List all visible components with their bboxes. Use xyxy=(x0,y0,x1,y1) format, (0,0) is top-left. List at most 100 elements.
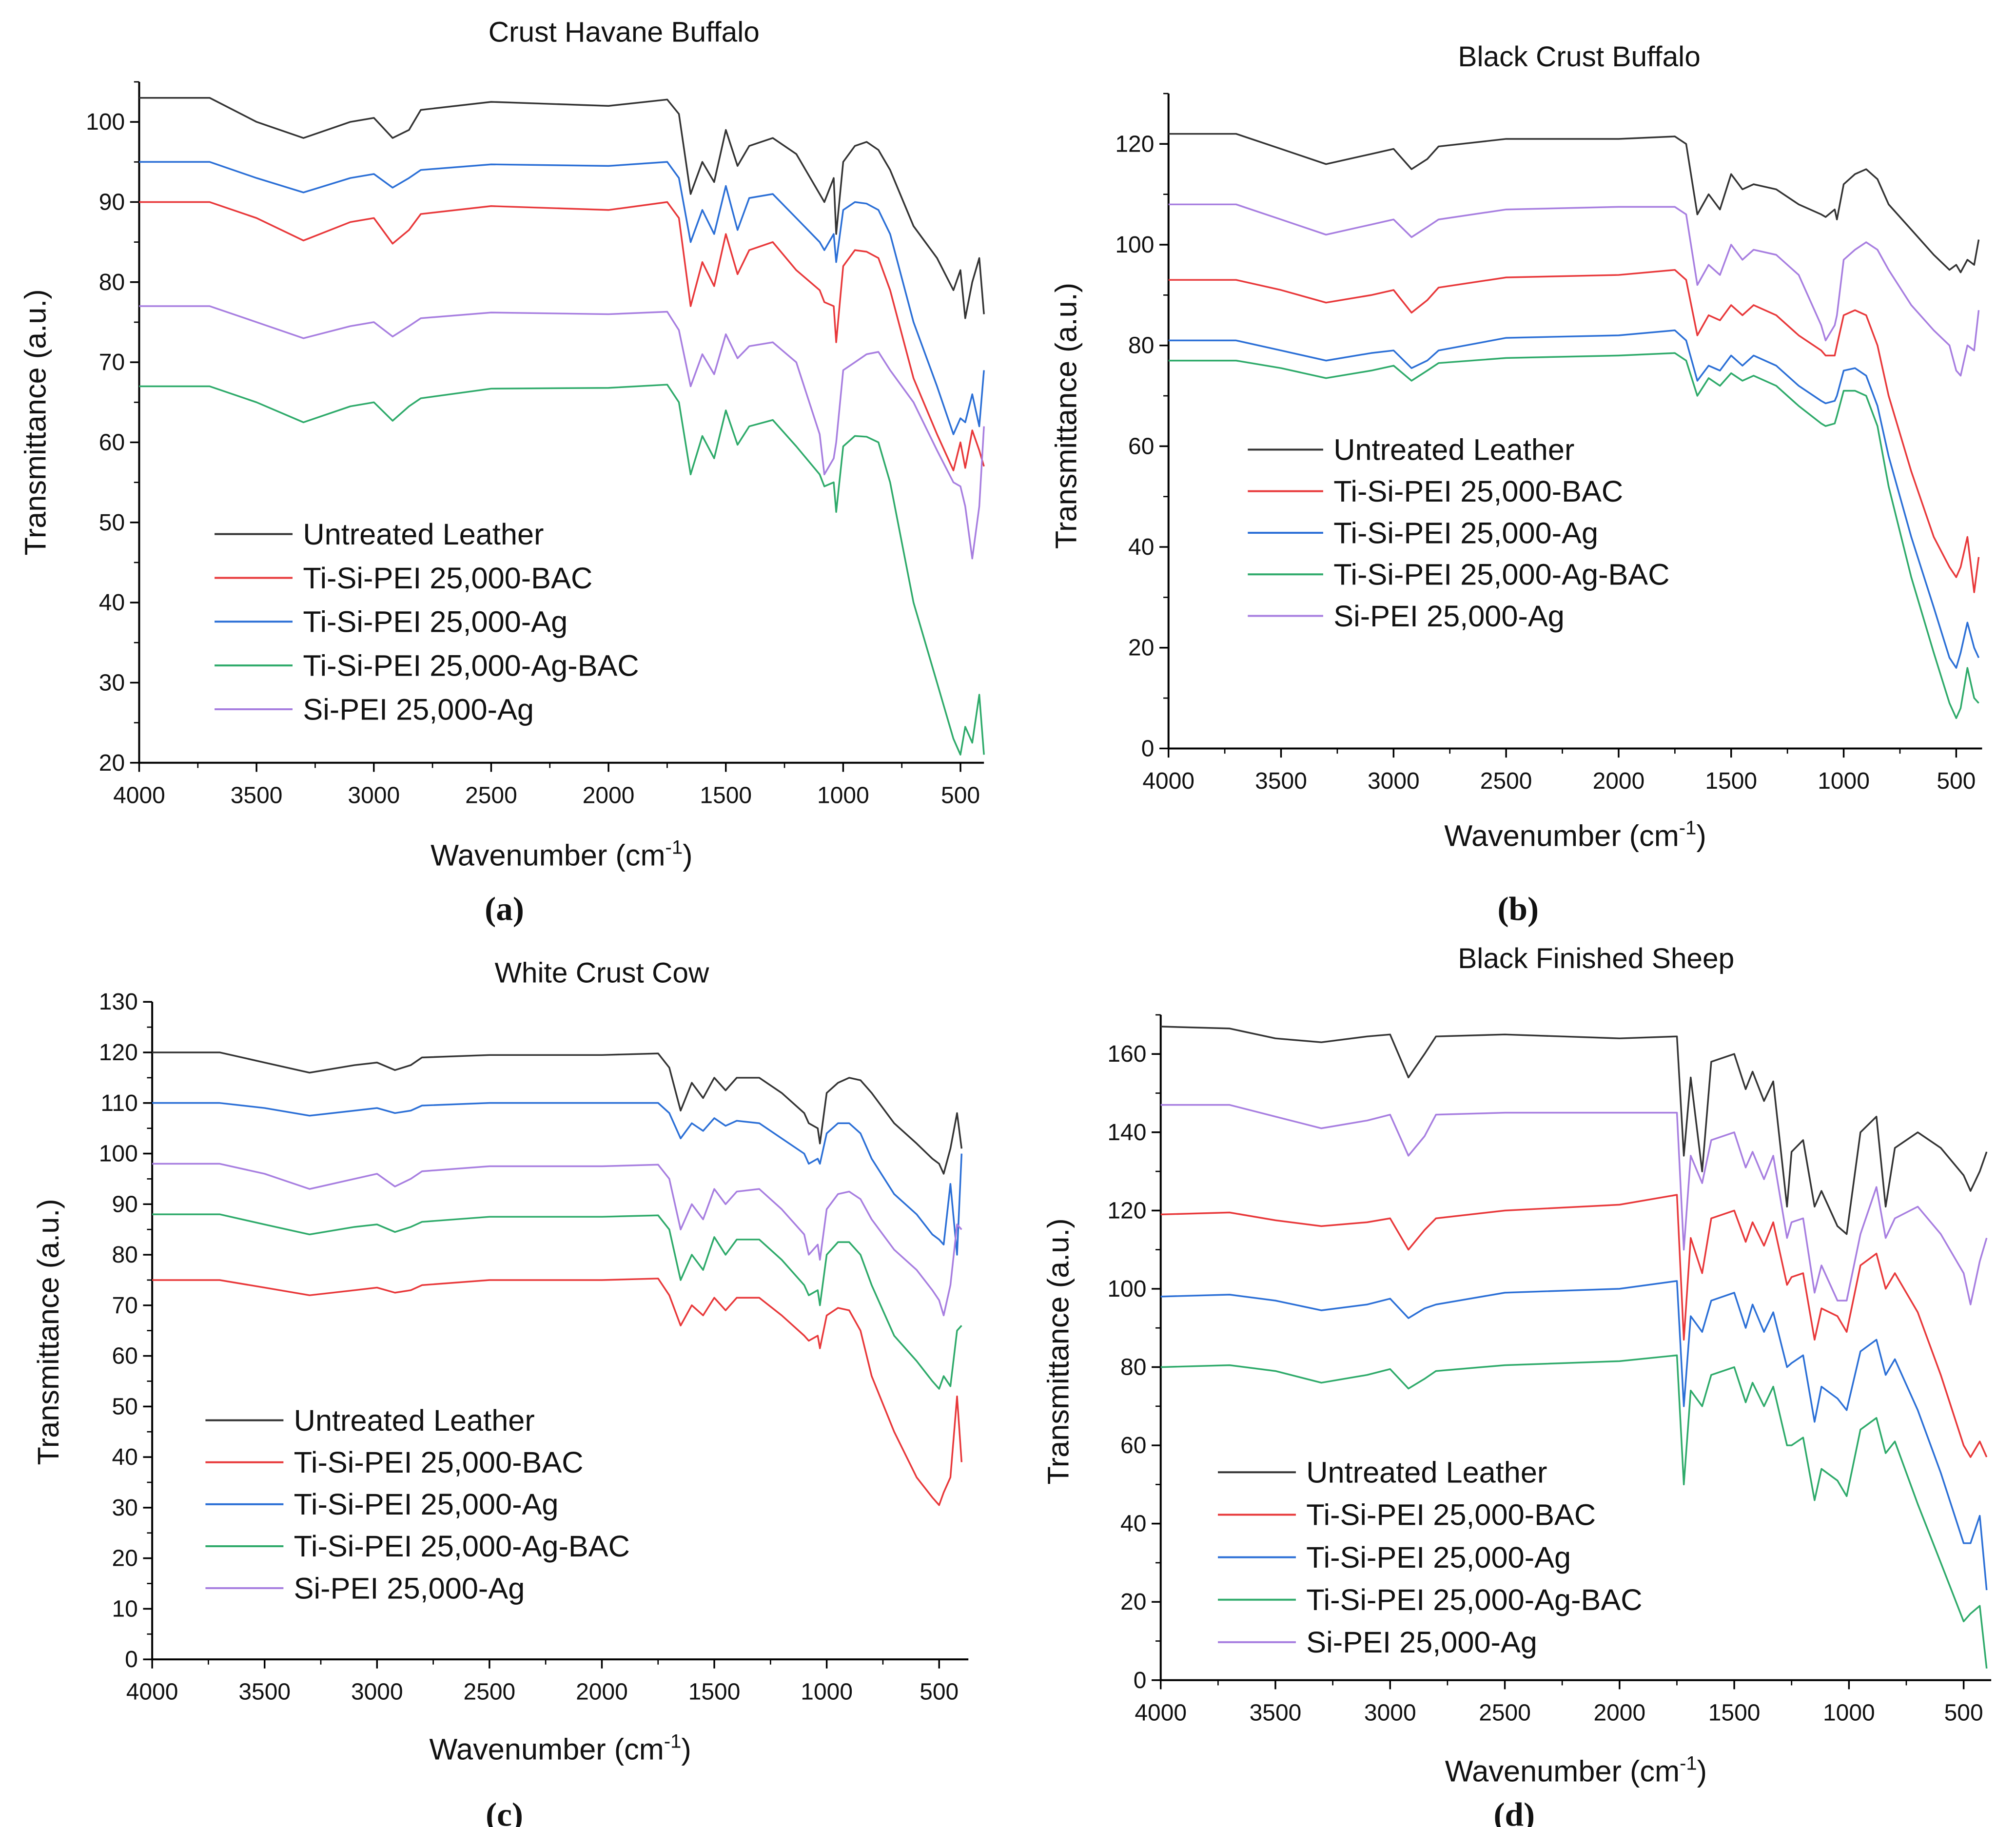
x-tick-label: 500 xyxy=(1944,1700,1983,1726)
x-tick-label: 1000 xyxy=(1823,1700,1875,1726)
x-tick-label: 3500 xyxy=(1250,1700,1302,1726)
y-tick-label: 20 xyxy=(1120,1589,1146,1615)
legend-label: Si-PEI 25,000-Ag xyxy=(1333,599,1565,633)
y-tick-label: 160 xyxy=(1107,1041,1146,1067)
x-tick-label: 2500 xyxy=(465,782,517,808)
y-tick-label: 80 xyxy=(1120,1354,1146,1380)
series-line-untreated-leather xyxy=(152,1051,963,1175)
y-tick-label: 20 xyxy=(1128,635,1154,661)
series-line-si-pei-25-000-ag xyxy=(139,305,985,560)
y-tick-label: 0 xyxy=(1141,736,1155,761)
x-tick-label: 1500 xyxy=(700,782,752,808)
x-tick-label: 2000 xyxy=(1593,1700,1645,1726)
x-tick-label: 3000 xyxy=(348,782,400,808)
legend: Untreated Leather Ti-Si-PEI 25,000-BAC Ti-… xyxy=(1248,433,1670,633)
y-tick-label: 120 xyxy=(1115,131,1154,157)
x-tick-label: 3000 xyxy=(351,1679,403,1705)
y-axis-label: Transmittance (a.u.) xyxy=(19,289,52,555)
legend-label: Untreated Leather xyxy=(1333,433,1574,466)
panel-b: Black Crust Buffalo (b) xyxy=(1458,41,1700,927)
series-line-ti-si-pei-25-000-ag-bac xyxy=(1168,352,1979,719)
x-axis-label: Wavenumber (cm-1) xyxy=(1444,817,1706,852)
series-line-untreated-leather xyxy=(139,97,985,319)
legend-label: Untreated Leather xyxy=(303,517,544,551)
y-tick-label: 100 xyxy=(1107,1276,1146,1302)
y-tick-label: 90 xyxy=(112,1191,137,1217)
series-line-si-pei-25-000-ag xyxy=(1160,1104,1988,1305)
y-tick-label: 100 xyxy=(99,1141,138,1167)
x-tick-label: 1500 xyxy=(688,1679,741,1705)
chart-2: 4000 3500 3000 2500 2000 1500 1000 500 0 10 20 30 40… xyxy=(31,989,969,1766)
x-axis-label: Wavenumber (cm-1) xyxy=(431,836,692,872)
x-tick-label: 4000 xyxy=(113,782,165,808)
y-tick-label: 20 xyxy=(112,1546,137,1572)
chart-title: Crust Havane Buffalo xyxy=(489,16,760,48)
x-tick-label: 3500 xyxy=(238,1679,291,1705)
y-axis-label: Transmittance (a.u.) xyxy=(1041,1218,1075,1484)
legend-label: Ti-Si-PEI 25,000-Ag-BAC xyxy=(294,1529,630,1563)
series-line-untreated-leather xyxy=(1160,1026,1988,1235)
y-tick-label: 100 xyxy=(86,109,125,135)
panel-d: Black Finished Sheep (d) xyxy=(1458,943,1734,1827)
x-tick-label: 2500 xyxy=(1480,768,1532,794)
y-tick-label: 70 xyxy=(99,350,125,375)
legend-label: Si-PEI 25,000-Ag xyxy=(303,692,534,726)
series-line-ti-si-pei-25-000-ag xyxy=(152,1102,963,1256)
legend-label: Ti-Si-PEI 25,000-Ag-BAC xyxy=(1306,1583,1642,1616)
x-tick-label: 3500 xyxy=(1255,768,1307,794)
series-line-ti-si-pei-25-000-bac xyxy=(139,201,985,471)
series-line-ti-si-pei-25-000-ag xyxy=(139,161,985,435)
x-tick-label: 1500 xyxy=(1708,1700,1761,1726)
y-tick-label: 40 xyxy=(1120,1511,1146,1537)
x-tick-label: 4000 xyxy=(126,1679,178,1705)
legend-label: Untreated Leather xyxy=(1306,1456,1547,1489)
y-tick-label: 80 xyxy=(99,270,125,295)
legend-label: Ti-Si-PEI 25,000-Ag-BAC xyxy=(1333,558,1669,591)
x-tick-label: 500 xyxy=(1937,768,1976,794)
x-tick-label: 2000 xyxy=(576,1679,628,1705)
y-tick-label: 60 xyxy=(1128,433,1154,459)
series-line-ti-si-pei-25-000-bac xyxy=(152,1278,963,1506)
legend-label: Ti-Si-PEI 25,000-BAC xyxy=(294,1445,584,1479)
y-tick-label: 50 xyxy=(112,1394,137,1419)
legend-label: Ti-Si-PEI 25,000-Ag xyxy=(1306,1540,1571,1574)
panel-c: White Crust Cow (c) xyxy=(486,957,709,1827)
x-axis-label: Wavenumber (cm-1) xyxy=(1445,1753,1707,1788)
x-tick-label: 4000 xyxy=(1135,1700,1187,1726)
x-tick-label: 3000 xyxy=(1364,1700,1416,1726)
legend-label: Ti-Si-PEI 25,000-Ag xyxy=(1333,516,1598,549)
series-line-ti-si-pei-25-000-ag xyxy=(1168,329,1980,669)
legend-label: Ti-Si-PEI 25,000-Ag xyxy=(303,605,568,639)
x-tick-label: 2000 xyxy=(1593,768,1645,794)
series-line-si-pei-25-000-ag xyxy=(1168,203,1980,377)
y-axis-label: Transmittance (a.u.) xyxy=(1049,283,1082,549)
y-tick-label: 120 xyxy=(1107,1198,1146,1224)
legend-label: Si-PEI 25,000-Ag xyxy=(294,1571,525,1605)
x-axis-label: Wavenumber (cm-1) xyxy=(429,1730,691,1766)
legend-label: Ti-Si-PEI 25,000-BAC xyxy=(303,561,592,595)
series-line-ti-si-pei-25-000-bac xyxy=(1160,1194,1988,1458)
y-tick-label: 40 xyxy=(1128,534,1154,560)
x-tick-label: 2500 xyxy=(1479,1700,1531,1726)
chart-1: 4000 3500 3000 2500 2000 1500 1000 500 0 20 40 60 80… xyxy=(1049,93,1982,852)
y-tick-label: 110 xyxy=(100,1090,137,1116)
y-tick-label: 90 xyxy=(99,189,125,215)
x-tick-label: 2000 xyxy=(583,782,635,808)
legend: Untreated Leather Ti-Si-PEI 25,000-BAC Ti-… xyxy=(1218,1456,1643,1659)
x-tick-label: 1500 xyxy=(1705,768,1757,794)
chart-title: White Crust Cow xyxy=(495,957,709,989)
y-tick-label: 100 xyxy=(1115,232,1154,258)
chart-0: 4000 3500 3000 2500 2000 1500 1000 500 20 30 40 50 6… xyxy=(19,81,985,872)
x-tick-label: 3500 xyxy=(231,782,283,808)
y-tick-label: 80 xyxy=(1128,333,1154,359)
series-line-untreated-leather xyxy=(1168,133,1980,273)
y-tick-label: 80 xyxy=(112,1242,137,1268)
x-tick-label: 2500 xyxy=(464,1679,516,1705)
y-tick-label: 0 xyxy=(125,1647,138,1672)
y-tick-label: 70 xyxy=(112,1293,137,1319)
x-tick-label: 500 xyxy=(941,782,980,808)
y-tick-label: 30 xyxy=(112,1495,137,1521)
y-axis-label: Transmittance (a.u.) xyxy=(31,1199,65,1465)
legend-label: Ti-Si-PEI 25,000-Ag xyxy=(294,1487,559,1521)
y-tick-label: 130 xyxy=(99,989,138,1015)
